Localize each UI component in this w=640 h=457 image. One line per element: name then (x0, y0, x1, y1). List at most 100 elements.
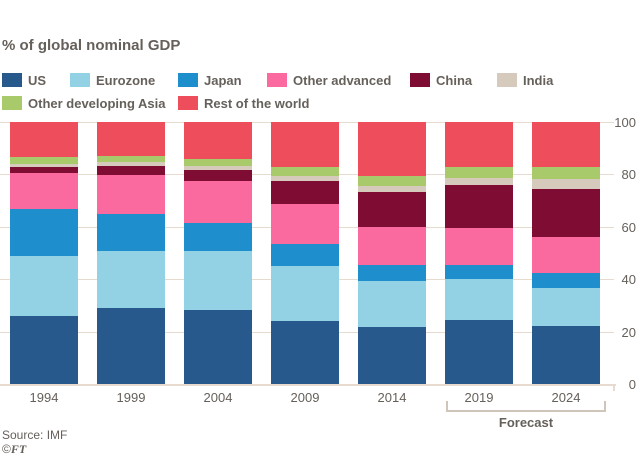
bar-segment-2004-india (184, 166, 252, 170)
bar-2019 (445, 122, 513, 384)
bar-segment-2014-rest-of-the-world (358, 122, 426, 176)
bar-segment-2019-other-developing-asia (445, 167, 513, 178)
y-tick-label-100: 100 (614, 115, 636, 130)
bar-segment-1994-other-developing-asia (10, 157, 78, 164)
legend-swatch-india (497, 73, 517, 87)
bar-segment-2019-eurozone (445, 279, 513, 320)
forecast-bracket (446, 401, 606, 412)
bar-segment-2014-china (358, 192, 426, 227)
bar-segment-2019-india (445, 178, 513, 185)
x-axis-end-tick (613, 384, 615, 391)
bar-segment-1994-rest-of-the-world (10, 122, 78, 157)
legend-swatch-rest-of-the-world (178, 96, 198, 110)
y-tick-label-40: 40 (621, 272, 636, 287)
bar-segment-2024-japan (532, 273, 600, 288)
bar-segment-2009-eurozone (271, 266, 339, 321)
copyright-note: ©FT (2, 442, 26, 457)
bar-segment-2009-india (271, 176, 339, 181)
legend-swatch-other-developing-asia (2, 96, 22, 110)
legend-label-rest-of-the-world: Rest of the world (204, 96, 310, 111)
legend-label-india: India (523, 73, 554, 88)
bar-segment-2004-rest-of-the-world (184, 122, 252, 159)
x-tick-label-1999: 1999 (116, 390, 146, 405)
bar-segment-2004-us (184, 310, 252, 384)
bar-segment-1999-other-developing-asia (97, 156, 165, 162)
bar-segment-1999-india (97, 162, 165, 166)
bar-segment-1994-india (10, 164, 78, 167)
bar-segment-1999-japan (97, 214, 165, 251)
bar-segment-2024-eurozone (532, 288, 600, 326)
legend-label-other-developing-asia: Other developing Asia (28, 96, 166, 111)
bar-segment-1999-rest-of-the-world (97, 122, 165, 156)
x-axis-line (0, 384, 616, 386)
legend-label-other-advanced: Other advanced (293, 73, 392, 88)
bar-segment-2014-japan (358, 265, 426, 281)
bar-segment-2019-other-advanced (445, 228, 513, 265)
bar-segment-2009-other-developing-asia (271, 167, 339, 176)
bar-2014 (358, 122, 426, 384)
bar-segment-1994-japan (10, 209, 78, 256)
bar-segment-2024-india (532, 179, 600, 189)
legend-swatch-us (2, 73, 22, 87)
bar-segment-1999-us (97, 308, 165, 384)
bar-segment-2014-other-advanced (358, 227, 426, 265)
legend-label-japan: Japan (204, 73, 242, 88)
legend-label-us: US (28, 73, 47, 88)
x-tick-label-2004: 2004 (203, 390, 233, 405)
x-tick-label-2009: 2009 (290, 390, 320, 405)
bar-segment-2004-other-advanced (184, 181, 252, 223)
bar-segment-1999-other-advanced (97, 175, 165, 214)
bar-segment-2009-rest-of-the-world (271, 122, 339, 167)
bar-2024 (532, 122, 600, 384)
bar-segment-2019-japan (445, 265, 513, 279)
x-tick-label-2014: 2014 (377, 390, 407, 405)
source-note: Source: IMF (2, 428, 68, 442)
bar-segment-2004-eurozone (184, 251, 252, 310)
bar-segment-1999-china (97, 166, 165, 175)
chart-title: % of global nominal GDP (2, 37, 181, 54)
bar-segment-2024-us (532, 326, 600, 384)
y-tick-label-0: 0 (628, 377, 636, 392)
bar-segment-2009-china (271, 181, 339, 204)
bar-segment-1994-china (10, 167, 78, 173)
x-tick-label-2024: 2024 (551, 390, 581, 405)
bar-segment-2014-india (358, 186, 426, 192)
bar-2009 (271, 122, 339, 384)
x-tick-label-2019: 2019 (464, 390, 494, 405)
bar-segment-1994-eurozone (10, 256, 78, 316)
bar-segment-2014-eurozone (358, 281, 426, 327)
bar-segment-2009-us (271, 321, 339, 384)
bar-segment-2009-other-advanced (271, 204, 339, 244)
bar-segment-2019-us (445, 320, 513, 384)
x-tick-label-1994: 1994 (29, 390, 59, 405)
bar-1994 (10, 122, 78, 384)
legend-label-china: China (436, 73, 473, 88)
bar-2004 (184, 122, 252, 384)
bar-segment-1994-us (10, 316, 78, 384)
bar-segment-2004-other-developing-asia (184, 159, 252, 166)
bar-segment-2014-us (358, 327, 426, 384)
bar-segment-1994-other-advanced (10, 173, 78, 209)
bar-segment-2024-other-advanced (532, 237, 600, 273)
bar-segment-2024-rest-of-the-world (532, 122, 600, 167)
y-tick-label-20: 20 (621, 325, 636, 340)
bar-segment-2019-rest-of-the-world (445, 122, 513, 167)
copyright-symbol: © (2, 442, 11, 456)
bar-segment-2004-japan (184, 223, 252, 251)
y-tick-label-80: 80 (621, 167, 636, 182)
bar-segment-2004-china (184, 170, 252, 181)
bar-segment-2014-other-developing-asia (358, 176, 426, 186)
bar-1999 (97, 122, 165, 384)
y-axis-labels: 0 20 40 60 80 100 (612, 116, 638, 392)
plot-area (0, 122, 616, 391)
legend-label-eurozone: Eurozone (96, 73, 156, 88)
ft-logo: FT (10, 442, 27, 456)
legend-swatch-other-advanced (267, 73, 287, 87)
bar-segment-2024-china (532, 189, 600, 237)
legend-swatch-eurozone (70, 73, 90, 87)
bar-segment-2009-japan (271, 244, 339, 266)
legend-swatch-japan (178, 73, 198, 87)
forecast-label: Forecast (498, 415, 554, 430)
legend-swatch-china (410, 73, 430, 87)
